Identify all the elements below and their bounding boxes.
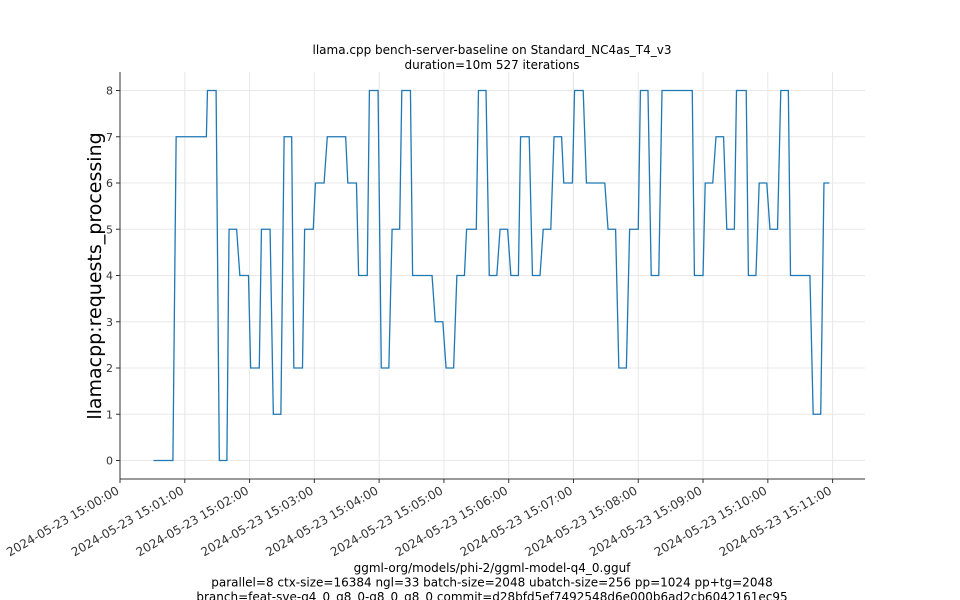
y-tick-label: 7 (106, 131, 113, 144)
y-tick-label: 4 (106, 270, 113, 283)
x-tick-label: 2024-05-23 15:10:00 (652, 483, 769, 559)
x-tick-label: 2024-05-23 15:03:00 (198, 483, 315, 559)
x-tick-label: 2024-05-23 15:05:00 (328, 483, 445, 559)
chart-subtitle: duration=10m 527 iterations (405, 58, 580, 72)
x-tick-label: 2024-05-23 15:00:00 (4, 483, 121, 559)
y-tick-label: 2 (106, 362, 113, 375)
x-tick-label: 2024-05-23 15:02:00 (134, 483, 251, 559)
y-tick-label: 8 (106, 85, 113, 98)
x-axis-label: parallel=8 ctx-size=16384 ngl=33 batch-s… (211, 576, 772, 590)
y-axis-label: llamacpp:requests_processing (84, 132, 106, 419)
x-tick-label: 2024-05-23 15:07:00 (458, 483, 575, 559)
y-tick-label: 6 (106, 177, 113, 190)
x-tick-label: 2024-05-23 15:06:00 (393, 483, 510, 559)
x-axis-label: ggml-org/models/phi-2/ggml-model-q4_0.gg… (354, 561, 632, 575)
x-tick-label: 2024-05-23 15:04:00 (263, 483, 380, 559)
y-tick-label: 1 (106, 408, 113, 421)
y-tick-label: 3 (106, 316, 113, 329)
x-tick-label: 2024-05-23 15:11:00 (717, 483, 834, 559)
x-tick-label: 2024-05-23 15:09:00 (587, 483, 704, 559)
x-axis-label: branch=feat-sve-q4_0_q8_0-q8_0_q8_0 comm… (196, 590, 787, 600)
x-tick-label: 2024-05-23 15:08:00 (522, 483, 639, 559)
chart-title: llama.cpp bench-server-baseline on Stand… (313, 43, 672, 57)
x-tick-label: 2024-05-23 15:01:00 (69, 483, 186, 559)
y-tick-label: 0 (106, 455, 113, 468)
data-line (153, 89, 830, 462)
y-tick-label: 5 (106, 223, 113, 236)
